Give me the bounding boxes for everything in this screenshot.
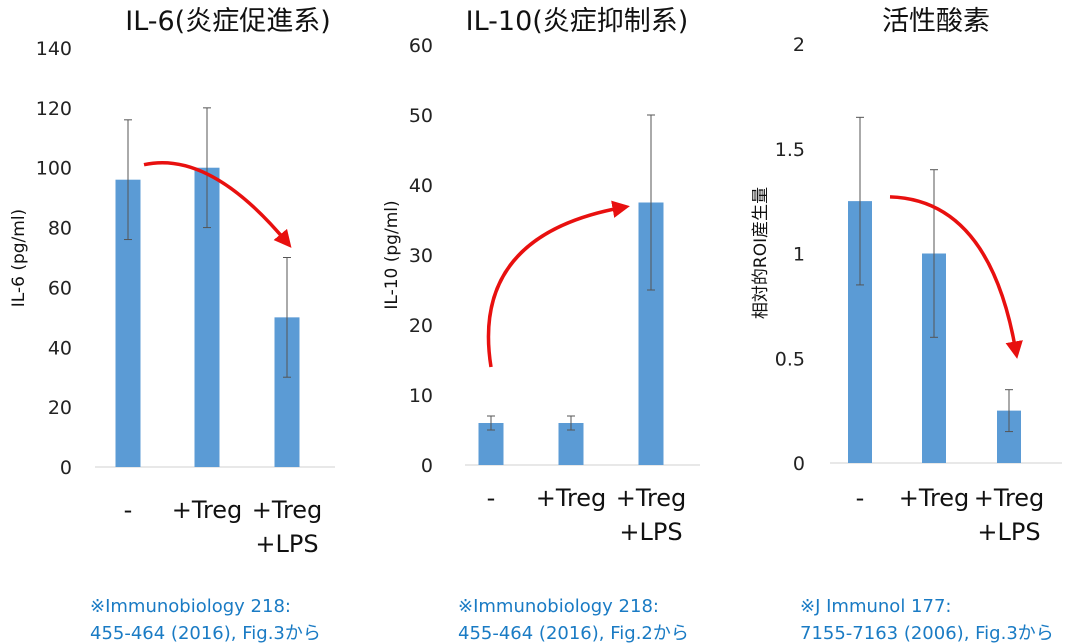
x-tick-label: - xyxy=(856,484,865,512)
y-tick-label: 40 xyxy=(48,337,72,359)
chart-panel-2: IL-10(炎症抑制系) 0 10 20 30 40 50 60 IL-10 (pg/ml) - +… xyxy=(382,6,700,643)
citation-line-2: 455-464 (2016), Fig.3から xyxy=(90,623,321,643)
chart-title: IL-6(炎症促進系) xyxy=(125,6,331,37)
citation-line-1: ※J Immunol 177: xyxy=(800,596,951,617)
y-axis-label: 相対的ROI産生量 xyxy=(751,187,771,319)
y-tick-label: 50 xyxy=(409,105,433,127)
x-tick-label: - xyxy=(487,484,496,512)
y-tick-label: 0.5 xyxy=(775,348,805,370)
y-tick-label: 140 xyxy=(36,38,72,60)
y-tick-label: 60 xyxy=(48,277,72,299)
trend-arrow xyxy=(143,160,292,248)
y-tick-label: 80 xyxy=(48,218,72,240)
x-tick-label: +Treg xyxy=(974,484,1045,512)
trend-arrow xyxy=(486,200,630,368)
y-tick-label: 0 xyxy=(793,453,805,475)
y-axis-label: IL-6 (pg/ml) xyxy=(9,209,29,307)
x-tick-label: +LPS xyxy=(619,518,682,546)
citation-line-1: ※Immunobiology 218: xyxy=(458,596,659,617)
y-tick-label: 1.5 xyxy=(775,139,805,161)
y-tick-label: 2 xyxy=(793,34,805,56)
x-tick-label: +LPS xyxy=(255,530,318,558)
y-tick-label: 40 xyxy=(409,175,433,197)
x-tick-label: +LPS xyxy=(977,518,1040,546)
y-tick-label: 20 xyxy=(409,315,433,337)
x-tick-label: +Treg xyxy=(536,484,607,512)
y-tick-label: 20 xyxy=(48,397,72,419)
y-tick-label: 100 xyxy=(36,158,72,180)
y-axis-label: IL-10 (pg/ml) xyxy=(382,200,402,309)
citation-line-1: ※Immunobiology 218: xyxy=(90,596,291,617)
y-tick-label: 10 xyxy=(409,385,433,407)
x-tick-label: +Treg xyxy=(252,496,323,524)
chart-title: IL-10(炎症抑制系) xyxy=(466,6,689,37)
y-tick-label: 1 xyxy=(793,244,805,266)
y-tick-label: 60 xyxy=(409,35,433,57)
x-tick-label: - xyxy=(124,496,133,524)
citation-line-2: 7155-7163 (2006), Fig.3から xyxy=(800,623,1054,643)
chart-title: 活性酸素 xyxy=(882,6,990,37)
citation-line-2: 455-464 (2016), Fig.2から xyxy=(458,623,689,643)
y-tick-label: 0 xyxy=(421,455,433,477)
y-tick-label: 30 xyxy=(409,245,433,267)
trend-arrow xyxy=(889,195,1023,359)
y-tick-label: 120 xyxy=(36,98,72,120)
chart-panel-1: IL-6(炎症促進系) 0 20 40 60 80 100 120 140 IL-6 (pg/ml… xyxy=(9,6,335,643)
x-tick-label: +Treg xyxy=(172,496,243,524)
x-tick-label: +Treg xyxy=(616,484,687,512)
y-tick-label: 0 xyxy=(60,457,72,479)
x-tick-label: +Treg xyxy=(899,484,970,512)
